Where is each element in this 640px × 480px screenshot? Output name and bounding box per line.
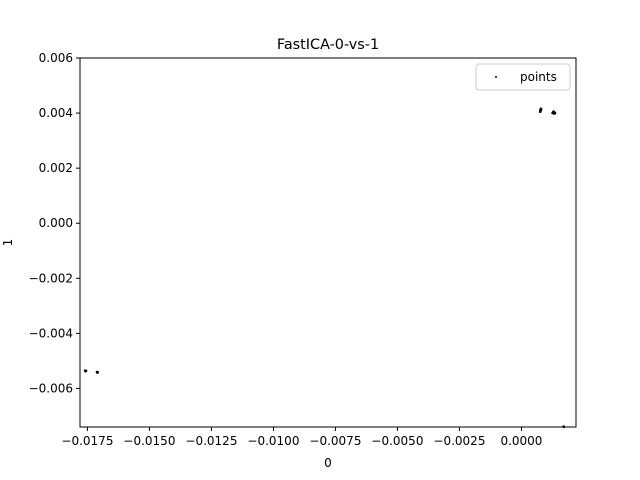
y-tick-label: −0.006 [29, 381, 73, 395]
data-point [539, 110, 542, 114]
y-tick-label: 0.002 [39, 161, 73, 175]
data-point [553, 112, 557, 115]
y-axis-label: 1 [1, 239, 15, 247]
x-tick-label: −0.0100 [247, 434, 299, 448]
x-tick-label: −0.0125 [185, 434, 237, 448]
x-tick-label: −0.0150 [123, 434, 175, 448]
data-point [540, 108, 543, 111]
data-point [552, 110, 555, 113]
data-point [96, 371, 100, 374]
y-tick-label: 0.004 [39, 106, 73, 120]
y-axis: 0.006 0.004 0.002 0.000 −0.002 −0.004 −0.006 [29, 51, 80, 395]
y-tick-label: −0.002 [29, 271, 73, 285]
legend-marker [495, 76, 497, 78]
scatter-marks [83, 107, 566, 429]
x-tick-label: −0.0175 [61, 434, 113, 448]
y-tick-label: −0.004 [29, 326, 73, 340]
y-tick-label: 0.000 [39, 216, 73, 230]
data-point [85, 369, 88, 373]
x-tick-label: −0.0075 [309, 434, 361, 448]
x-axis: −0.0175 −0.0150 −0.0125 −0.0100 −0.0075 −0.00… [61, 427, 542, 448]
chart-title: FastICA-0-vs-1 [277, 37, 379, 53]
x-tick-label: 0.0000 [500, 434, 542, 448]
legend: points [475, 63, 571, 91]
x-tick-label: −0.0050 [371, 434, 423, 448]
x-axis-label: 0 [324, 456, 332, 470]
axes-frame [79, 57, 577, 428]
legend-box [475, 63, 571, 91]
y-tick-label: 0.006 [39, 51, 73, 65]
legend-entry: points [520, 70, 557, 84]
x-tick-label: −0.0025 [433, 434, 485, 448]
